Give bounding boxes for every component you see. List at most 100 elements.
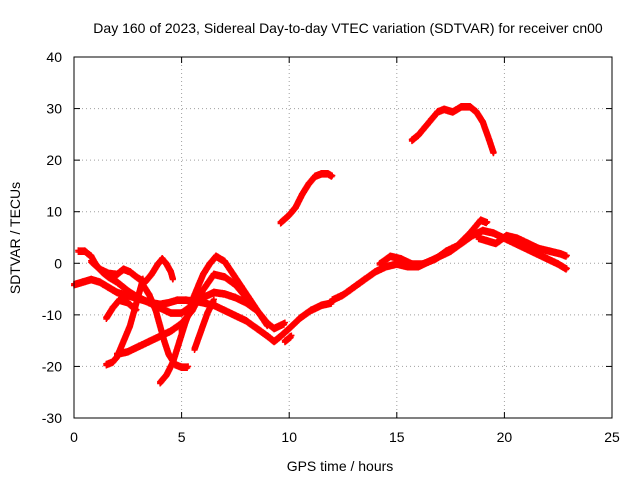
- x-tick-label: 20: [497, 429, 513, 445]
- data-point: [340, 291, 346, 298]
- data-point: [124, 347, 131, 354]
- data-point: [466, 102, 473, 109]
- data-point: [161, 337, 168, 344]
- data-point: [109, 304, 116, 311]
- data-point: [372, 268, 379, 275]
- data-point: [200, 286, 207, 293]
- series-track-o: [277, 170, 336, 227]
- data-point: [152, 306, 159, 313]
- data-point: [135, 274, 142, 281]
- data-point: [286, 324, 293, 331]
- data-point: [466, 229, 473, 236]
- grid-lines: [74, 57, 612, 418]
- data-point: [288, 332, 295, 339]
- data-point: [479, 226, 486, 233]
- data-point: [312, 172, 319, 179]
- y-tick-label: -20: [42, 358, 62, 374]
- series-track-h: [103, 296, 140, 322]
- data-point: [256, 309, 263, 316]
- data-point: [350, 283, 357, 290]
- x-tick-label: 25: [604, 429, 620, 445]
- data-point: [163, 260, 170, 267]
- data-point: [81, 247, 88, 254]
- data-point: [197, 327, 204, 334]
- series-track-m: [376, 216, 491, 268]
- data-point: [286, 211, 293, 218]
- data-point: [544, 255, 551, 262]
- data-point: [88, 252, 95, 259]
- data-point: [114, 278, 121, 285]
- data-point: [398, 255, 405, 262]
- series-track-i: [178, 301, 198, 335]
- data-point: [103, 360, 110, 367]
- series-track-p: [408, 102, 497, 157]
- data-point: [124, 298, 131, 305]
- y-tick-label: -10: [42, 307, 62, 323]
- data-point: [479, 118, 486, 125]
- data-point: [178, 309, 185, 316]
- data-point: [408, 260, 415, 267]
- data-point: [525, 239, 532, 246]
- data-point: [120, 337, 127, 344]
- data-point: [176, 337, 183, 344]
- data-point: [120, 283, 127, 290]
- data-point: [243, 317, 250, 324]
- series-track-f: [139, 280, 192, 371]
- x-tick-label: 0: [70, 429, 78, 445]
- data-point: [247, 296, 254, 303]
- y-tick-label: -30: [42, 410, 62, 426]
- data-point: [443, 247, 450, 254]
- data-point: [191, 345, 198, 352]
- data-point: [213, 252, 220, 259]
- data-point: [441, 105, 448, 112]
- data-point: [563, 252, 570, 259]
- data-point: [221, 257, 228, 264]
- y-tick-label: 40: [46, 49, 62, 65]
- data-point: [163, 371, 170, 378]
- data-point: [154, 260, 161, 267]
- series-marks: [376, 216, 491, 268]
- data-point: [277, 219, 284, 226]
- data-point: [75, 247, 82, 254]
- data-point: [210, 270, 217, 277]
- data-point: [563, 265, 570, 272]
- data-point: [318, 170, 325, 177]
- data-point: [292, 203, 299, 210]
- data-point: [305, 180, 312, 187]
- series-track-j: [191, 296, 217, 353]
- data-point: [139, 275, 146, 282]
- data-point: [165, 298, 172, 305]
- data-point: [96, 278, 103, 285]
- data-point: [157, 322, 164, 329]
- data-point: [221, 290, 228, 297]
- plot-border: [73, 56, 613, 419]
- y-tick-label: 30: [46, 101, 62, 117]
- data-point: [428, 115, 435, 122]
- data-point: [421, 123, 428, 130]
- data-point: [204, 309, 211, 316]
- data-point: [318, 301, 325, 308]
- data-point: [408, 136, 415, 143]
- data-point: [329, 172, 336, 179]
- series-track-k: [281, 332, 295, 346]
- x-tick-label: 10: [281, 429, 297, 445]
- data-point: [178, 363, 185, 370]
- data-point: [238, 283, 245, 290]
- data-point: [88, 275, 95, 282]
- data-point: [169, 358, 176, 365]
- data-point: [159, 255, 166, 262]
- data-point: [221, 306, 228, 313]
- data-point: [419, 260, 426, 267]
- data-point: [157, 304, 164, 311]
- data-point: [114, 270, 121, 277]
- data-point: [307, 306, 314, 313]
- data-point: [210, 288, 217, 295]
- data-point: [477, 216, 484, 223]
- data-point: [490, 229, 497, 236]
- data-point: [458, 102, 465, 109]
- data-point: [169, 275, 176, 282]
- data-point: [383, 262, 390, 269]
- series-marks: [329, 226, 570, 304]
- data-point: [120, 265, 127, 272]
- data-point: [264, 322, 271, 329]
